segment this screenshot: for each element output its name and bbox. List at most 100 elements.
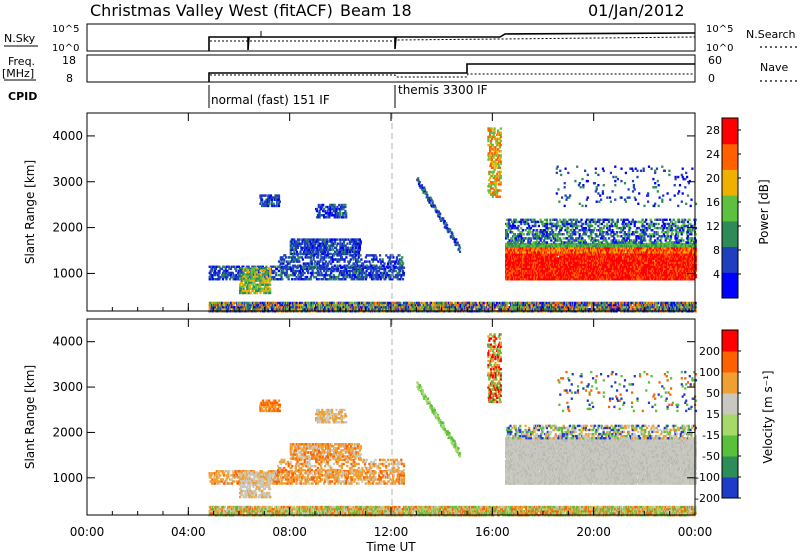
echo-cell — [522, 301, 525, 305]
echo-cell — [523, 306, 526, 309]
echo-cell — [301, 273, 304, 277]
echo-cell — [493, 308, 496, 311]
echo-cell — [323, 209, 327, 213]
echo-cell — [426, 303, 429, 307]
echo-cell — [252, 306, 256, 309]
echo-cell — [581, 306, 585, 309]
echo-cell — [268, 301, 272, 305]
nave-tick-bottom: 0 — [708, 72, 715, 85]
echo-cell — [488, 308, 491, 311]
echo-cell — [277, 202, 281, 205]
echo-cell — [550, 306, 554, 309]
echo-cell — [619, 303, 622, 307]
echo-cell — [480, 308, 483, 311]
echo-cell — [464, 306, 467, 309]
echo-cell — [593, 301, 596, 305]
echo-cell — [223, 308, 226, 311]
cpid-label: CPID — [8, 90, 37, 103]
echo-cell — [318, 260, 321, 263]
echo-cell — [299, 301, 302, 305]
freq-tick-top: 18 — [62, 54, 76, 67]
date-label: 01/Jan/2012 — [588, 1, 685, 20]
echo-cell — [304, 264, 307, 267]
echo-cell — [410, 308, 413, 311]
echo-cell — [326, 264, 329, 267]
echo-cell — [399, 303, 402, 307]
echo-cell — [310, 264, 313, 267]
echo-cell — [365, 269, 368, 273]
echo-cell — [283, 260, 286, 263]
echo-cell — [587, 308, 590, 311]
echo-cell — [280, 273, 283, 277]
echo-cell — [651, 308, 654, 311]
echo-cell — [549, 303, 552, 307]
echo-cell — [563, 308, 566, 311]
echo-cell — [213, 301, 217, 305]
echo-cell — [213, 308, 217, 311]
echo-cell — [457, 303, 460, 307]
echo-cell — [225, 303, 228, 307]
echo-cell — [311, 269, 314, 273]
echo-cell — [354, 303, 357, 307]
echo-cell — [331, 246, 334, 249]
echo-cell — [322, 278, 325, 281]
echo-cell — [293, 308, 296, 311]
echo-cell — [345, 214, 348, 217]
echo-cell — [379, 278, 382, 281]
echo-cell — [532, 306, 535, 309]
echo-cell — [600, 301, 603, 305]
chart-title: Christmas Valley West (fitACF) — [90, 1, 333, 20]
echo-cell — [426, 193, 429, 197]
echo-cell — [376, 306, 379, 309]
echo-cell — [274, 308, 277, 311]
echo-cell — [589, 308, 592, 311]
echo-cell — [600, 303, 603, 307]
echo-cell — [386, 264, 390, 267]
echo-cell — [346, 252, 349, 256]
echo-cell — [456, 241, 459, 244]
echo-cell — [489, 301, 492, 305]
echo-cell — [264, 291, 267, 295]
echo-cell — [407, 303, 410, 307]
echo-cell — [345, 308, 348, 311]
echo-cell — [515, 306, 518, 309]
echo-cell — [506, 306, 509, 309]
echo-cell — [259, 267, 262, 270]
echo-cell — [269, 273, 272, 276]
echo-cell — [627, 308, 630, 311]
echo-cell — [285, 303, 288, 307]
echo-cell — [534, 306, 537, 309]
echo-cell — [221, 301, 224, 305]
echo-cell — [498, 303, 501, 307]
echo-cell — [340, 256, 343, 259]
echo-cell — [446, 224, 449, 227]
echo-cell — [557, 306, 560, 309]
echo-cell — [574, 301, 577, 305]
beam-label: Beam 18 — [340, 1, 412, 20]
echo-cell — [635, 301, 638, 305]
echo-cell — [239, 301, 242, 305]
echo-cell — [351, 301, 354, 305]
echo-cell — [586, 306, 589, 309]
echo-cell — [543, 306, 546, 309]
echo-cell — [222, 301, 225, 305]
echo-cell — [471, 306, 475, 309]
nsky-trace — [208, 32, 696, 51]
echo-cell — [352, 306, 355, 309]
echo-cell — [361, 303, 364, 307]
nsky-panel: N.Sky 10^5 10^0 10^5 10^0 N.Search — [4, 23, 798, 54]
echo-cell — [291, 278, 294, 281]
echo-cell — [281, 303, 284, 307]
echo-cell — [247, 301, 250, 305]
echo-cell — [418, 303, 421, 307]
echo-cell — [485, 301, 488, 305]
echo-cell — [340, 266, 343, 269]
echo-cell — [307, 306, 310, 309]
echo-cell — [275, 271, 278, 275]
echo-cell — [545, 301, 548, 305]
echo-cell — [210, 301, 213, 305]
echo-cell — [232, 303, 235, 307]
echo-cell — [340, 308, 343, 311]
echo-cell — [479, 306, 482, 309]
echo-cell — [402, 303, 405, 307]
